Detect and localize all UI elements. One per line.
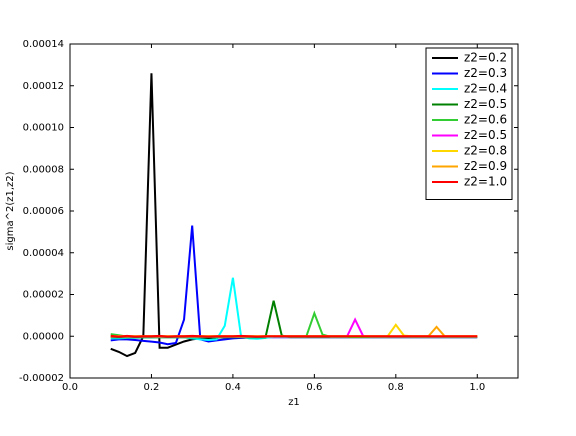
x-tick-label: 0.8 xyxy=(388,382,404,393)
y-tick-label: 0.00010 xyxy=(23,123,64,134)
x-tick-label: 0.2 xyxy=(144,382,160,393)
y-tick-label: 0.00006 xyxy=(23,206,64,217)
x-axis-label: z1 xyxy=(288,397,300,408)
x-tick-label: 0.4 xyxy=(225,382,241,393)
y-tick-label: 0.00014 xyxy=(23,39,64,50)
y-tick-label: 0.00008 xyxy=(23,164,64,175)
x-tick-label: 0.6 xyxy=(306,382,322,393)
legend-label: z2=0.5 xyxy=(464,97,507,111)
legend-label: z2=0.9 xyxy=(464,159,507,173)
y-tick-label: 0.00000 xyxy=(23,331,64,342)
legend-label: z2=1.0 xyxy=(464,175,507,189)
legend-label: z2=0.4 xyxy=(464,82,507,96)
x-tick-label: 0.0 xyxy=(62,382,78,393)
legend-label: z2=0.8 xyxy=(464,144,507,158)
series-line xyxy=(110,334,478,338)
y-tick-label: -0.00002 xyxy=(19,373,64,384)
x-tick-label: 1.0 xyxy=(469,382,485,393)
legend-label: z2=0.3 xyxy=(464,66,507,80)
y-tick-label: 0.00004 xyxy=(23,248,64,259)
y-tick-label: 0.00002 xyxy=(23,290,64,301)
legend-label: z2=0.2 xyxy=(464,51,507,65)
legend-label: z2=0.6 xyxy=(464,113,507,127)
legend-label: z2=0.5 xyxy=(464,128,507,142)
y-tick-label: 0.00012 xyxy=(23,81,64,92)
y-axis-label: sigma^2(z1,z2) xyxy=(5,171,16,250)
